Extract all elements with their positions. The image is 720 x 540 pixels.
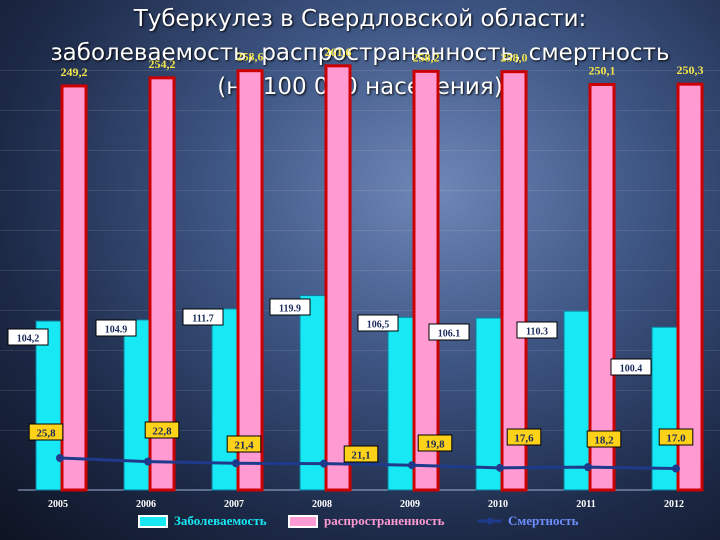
point-mortality-2010: [496, 463, 504, 472]
data-label-incidence-2007-box: [182, 308, 224, 326]
chart-title-line-1: Туберкулез в Свердловской области:: [133, 6, 587, 32]
x-tick-2012: 2012: [664, 499, 684, 510]
bar-prevalence-2006: [148, 76, 176, 492]
series-line-mortality: [59, 456, 677, 471]
data-label-prevalence-2011: 250,1: [589, 63, 616, 77]
data-label-prevalence-2005: 249,2: [61, 65, 88, 79]
x-tick-2009: 2009: [400, 499, 420, 510]
data-label-incidence-2008: 119.9: [279, 304, 301, 315]
data-label-mortality-2005: 25,8: [36, 428, 56, 440]
chart-legend: Заболеваемость распространенность Смертн…: [0, 513, 720, 533]
point-mortality-2007: [232, 459, 240, 468]
chart-title-line-2: заболеваемость, распространенность, смер…: [50, 40, 670, 66]
data-label-mortality-2011: 18,2: [594, 435, 614, 447]
x-tick-2011: 2011: [576, 499, 595, 510]
legend-item-prevalence: распространенность: [288, 513, 445, 529]
point-mortality-2009: [408, 461, 416, 470]
point-mortality-2008: [320, 459, 328, 468]
data-label-mortality-2010: 17,6: [514, 433, 534, 445]
bar-incidence-2010: [475, 317, 505, 491]
point-mortality-2006: [144, 457, 152, 466]
bar-incidence-2005: [35, 320, 65, 491]
data-label-mortality-2009: 19,8: [425, 439, 445, 451]
data-label-prevalence-2007: 258,6: [237, 50, 264, 64]
data-label-incidence-2009-box: [357, 314, 399, 332]
data-label-incidence-2005-box: [7, 328, 49, 346]
data-label-mortality-2011-box: [586, 430, 622, 448]
data-label-incidence-2005: 104,2: [17, 334, 40, 345]
legend-swatch-mortality: [478, 517, 502, 525]
data-label-incidence-2008-box: [269, 298, 311, 316]
data-label-mortality-2012: 17.0: [666, 433, 686, 445]
data-label-incidence-2006: 104.9: [105, 325, 128, 336]
x-tick-2008: 2008: [312, 499, 332, 510]
data-label-prevalence-2010: 258,0: [501, 51, 528, 65]
x-tick-2006: 2006: [136, 499, 156, 510]
point-mortality-2012: [672, 464, 680, 473]
data-label-mortality-2005-box: [28, 423, 64, 441]
legend-label-incidence: Заболеваемость: [174, 513, 267, 528]
legend-swatch-prevalence: [288, 514, 318, 528]
chart-title-line-3: (на 100 000 населения): [217, 74, 503, 100]
data-label-mortality-2012-box: [658, 428, 694, 446]
data-label-mortality-2007-box: [226, 435, 262, 453]
x-tick-2005: 2005: [48, 499, 68, 510]
legend-swatch-incidence: [138, 514, 168, 528]
data-label-prevalence-2009: 258,2: [413, 50, 440, 64]
data-label-incidence-2007: 111.7: [192, 314, 213, 325]
data-label-incidence-2006-box: [95, 319, 137, 337]
data-label-incidence-2009: 106,5: [367, 320, 390, 331]
data-label-mortality-2010-box: [506, 428, 542, 446]
bar-prevalence-2008: [324, 64, 352, 492]
bar-prevalence-2010: [500, 70, 528, 492]
data-label-mortality-2008: 21,1: [351, 450, 370, 462]
data-label-incidence-2012: 100.4: [620, 364, 643, 375]
bar-prevalence-2012: [676, 82, 704, 492]
bar-prevalence-2011: [588, 82, 616, 492]
data-label-incidence-2010-box: [428, 323, 470, 341]
data-label-prevalence-2006: 254,2: [149, 57, 176, 71]
legend-label-mortality: Смертность: [508, 513, 579, 528]
bar-prevalence-2009: [412, 69, 440, 492]
data-label-mortality-2009-box: [417, 434, 453, 452]
bar-incidence-2011: [563, 310, 593, 491]
bar-prevalence-2007: [236, 69, 264, 492]
bar-incidence-2009: [387, 316, 417, 491]
x-tick-2010: 2010: [488, 499, 508, 510]
data-label-mortality-2006: 22,8: [152, 426, 172, 438]
data-label-incidence-2011: 110.3: [526, 327, 548, 338]
legend-label-prevalence: распространенность: [324, 513, 445, 528]
data-label-mortality-2008-box: [343, 445, 379, 463]
data-label-incidence-2012-box: [610, 358, 652, 376]
chart-title: Туберкулез в Свердловской области: забол…: [0, 2, 720, 104]
data-label-incidence-2010: 106.1: [438, 329, 461, 340]
data-label-prevalence-2008: 261,6: [325, 45, 352, 59]
bar-prevalence-2005: [60, 84, 88, 492]
point-mortality-2005: [56, 454, 64, 462]
data-label-incidence-2011-box: [516, 321, 558, 339]
x-tick-2007: 2007: [224, 499, 244, 510]
data-label-prevalence-2012: 250,3: [677, 63, 704, 77]
legend-item-mortality: Смертность: [478, 513, 578, 529]
point-mortality-2011: [584, 463, 592, 472]
legend-item-incidence: Заболеваемость: [138, 513, 267, 529]
data-label-mortality-2006-box: [144, 421, 180, 439]
data-label-mortality-2007: 21,4: [234, 440, 254, 452]
